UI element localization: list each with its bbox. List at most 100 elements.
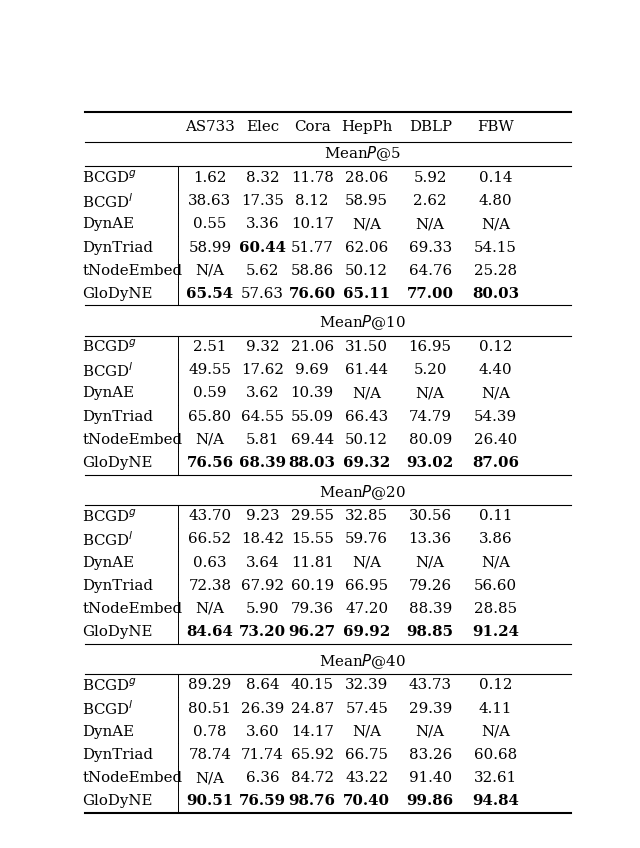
Text: 0.14: 0.14 [479,171,513,185]
Text: BCGD$^g$: BCGD$^g$ [83,170,138,187]
Text: N/A: N/A [481,387,510,400]
Text: 60.44: 60.44 [239,241,286,254]
Text: 0.55: 0.55 [193,217,227,232]
Text: Cora: Cora [294,120,330,134]
Text: 58.99: 58.99 [188,241,232,254]
Text: 4.80: 4.80 [479,194,513,208]
Text: 57.45: 57.45 [345,701,388,716]
Text: 61.44: 61.44 [345,363,388,377]
Text: 50.12: 50.12 [345,432,388,447]
Text: 76.56: 76.56 [186,456,234,470]
Text: N/A: N/A [195,602,225,616]
Text: 32.39: 32.39 [345,678,388,692]
Text: tNodeEmbed: tNodeEmbed [83,432,182,447]
Text: 8.32: 8.32 [246,171,279,185]
Text: GloDyNE: GloDyNE [83,795,153,808]
Text: 64.76: 64.76 [408,264,452,277]
Text: 62.06: 62.06 [345,241,388,254]
Text: 98.85: 98.85 [406,625,454,639]
Text: 8.12: 8.12 [296,194,329,208]
Text: 26.40: 26.40 [474,432,517,447]
Text: Mean$P$@40: Mean$P$@40 [319,652,406,671]
Text: 70.40: 70.40 [343,795,390,808]
Text: HepPh: HepPh [341,120,392,134]
Text: tNodeEmbed: tNodeEmbed [83,771,182,785]
Text: N/A: N/A [415,217,445,232]
Text: 6.36: 6.36 [246,771,279,785]
Text: 17.35: 17.35 [241,194,284,208]
Text: 59.76: 59.76 [345,533,388,546]
Text: 90.51: 90.51 [186,795,234,808]
Text: 21.06: 21.06 [291,340,333,354]
Text: BCGD$^l$: BCGD$^l$ [83,530,134,549]
Text: 32.61: 32.61 [474,771,517,785]
Text: 40.15: 40.15 [291,678,333,692]
Text: 50.12: 50.12 [345,264,388,277]
Text: 64.55: 64.55 [241,410,284,424]
Text: 91.40: 91.40 [408,771,452,785]
Text: 54.15: 54.15 [474,241,517,254]
Text: 5.90: 5.90 [246,602,279,616]
Text: 28.85: 28.85 [474,602,517,616]
Text: 79.36: 79.36 [291,602,333,616]
Text: 43.22: 43.22 [345,771,388,785]
Text: 73.20: 73.20 [239,625,286,639]
Text: 89.29: 89.29 [188,678,232,692]
Text: N/A: N/A [481,555,510,570]
Text: 1.62: 1.62 [193,171,227,185]
Text: 16.95: 16.95 [409,340,452,354]
Text: 80.51: 80.51 [188,701,232,716]
Text: 65.11: 65.11 [343,287,390,301]
Text: AS733: AS733 [185,120,235,134]
Text: 76.59: 76.59 [239,795,286,808]
Text: 3.64: 3.64 [246,555,279,570]
Text: 5.62: 5.62 [246,264,279,277]
Text: 60.68: 60.68 [474,748,517,762]
Text: N/A: N/A [195,264,225,277]
Text: 55.09: 55.09 [291,410,333,424]
Text: 5.20: 5.20 [413,363,447,377]
Text: FBW: FBW [477,120,514,134]
Text: DynAE: DynAE [83,555,134,570]
Text: 80.09: 80.09 [408,432,452,447]
Text: 72.38: 72.38 [188,579,232,593]
Text: 0.12: 0.12 [479,340,513,354]
Text: 14.17: 14.17 [291,725,333,739]
Text: 56.60: 56.60 [474,579,517,593]
Text: DynAE: DynAE [83,387,134,400]
Text: BCGD$^l$: BCGD$^l$ [83,699,134,718]
Text: DynTriad: DynTriad [83,748,154,762]
Text: 69.32: 69.32 [343,456,390,470]
Text: DynAE: DynAE [83,725,134,739]
Text: tNodeEmbed: tNodeEmbed [83,264,182,277]
Text: 98.76: 98.76 [289,795,335,808]
Text: 77.00: 77.00 [406,287,454,301]
Text: 66.95: 66.95 [345,579,388,593]
Text: 32.85: 32.85 [345,510,388,523]
Text: 74.79: 74.79 [409,410,452,424]
Text: 93.02: 93.02 [406,456,454,470]
Text: 71.74: 71.74 [241,748,284,762]
Text: 2.62: 2.62 [413,194,447,208]
Text: DynTriad: DynTriad [83,241,154,254]
Text: 69.92: 69.92 [343,625,390,639]
Text: 68.39: 68.39 [239,456,286,470]
Text: 13.36: 13.36 [408,533,452,546]
Text: Mean$P$@10: Mean$P$@10 [319,314,406,332]
Text: DBLP: DBLP [409,120,452,134]
Text: 9.32: 9.32 [246,340,279,354]
Text: 99.86: 99.86 [406,795,454,808]
Text: 2.51: 2.51 [193,340,227,354]
Text: N/A: N/A [481,217,510,232]
Text: 30.56: 30.56 [408,510,452,523]
Text: 9.69: 9.69 [295,363,329,377]
Text: 43.70: 43.70 [188,510,232,523]
Text: 84.64: 84.64 [186,625,234,639]
Text: 78.74: 78.74 [188,748,232,762]
Text: 58.86: 58.86 [291,264,333,277]
Text: 69.33: 69.33 [408,241,452,254]
Text: GloDyNE: GloDyNE [83,456,153,470]
Text: Mean$P$@5: Mean$P$@5 [324,145,401,164]
Text: 3.60: 3.60 [246,725,279,739]
Text: N/A: N/A [352,387,381,400]
